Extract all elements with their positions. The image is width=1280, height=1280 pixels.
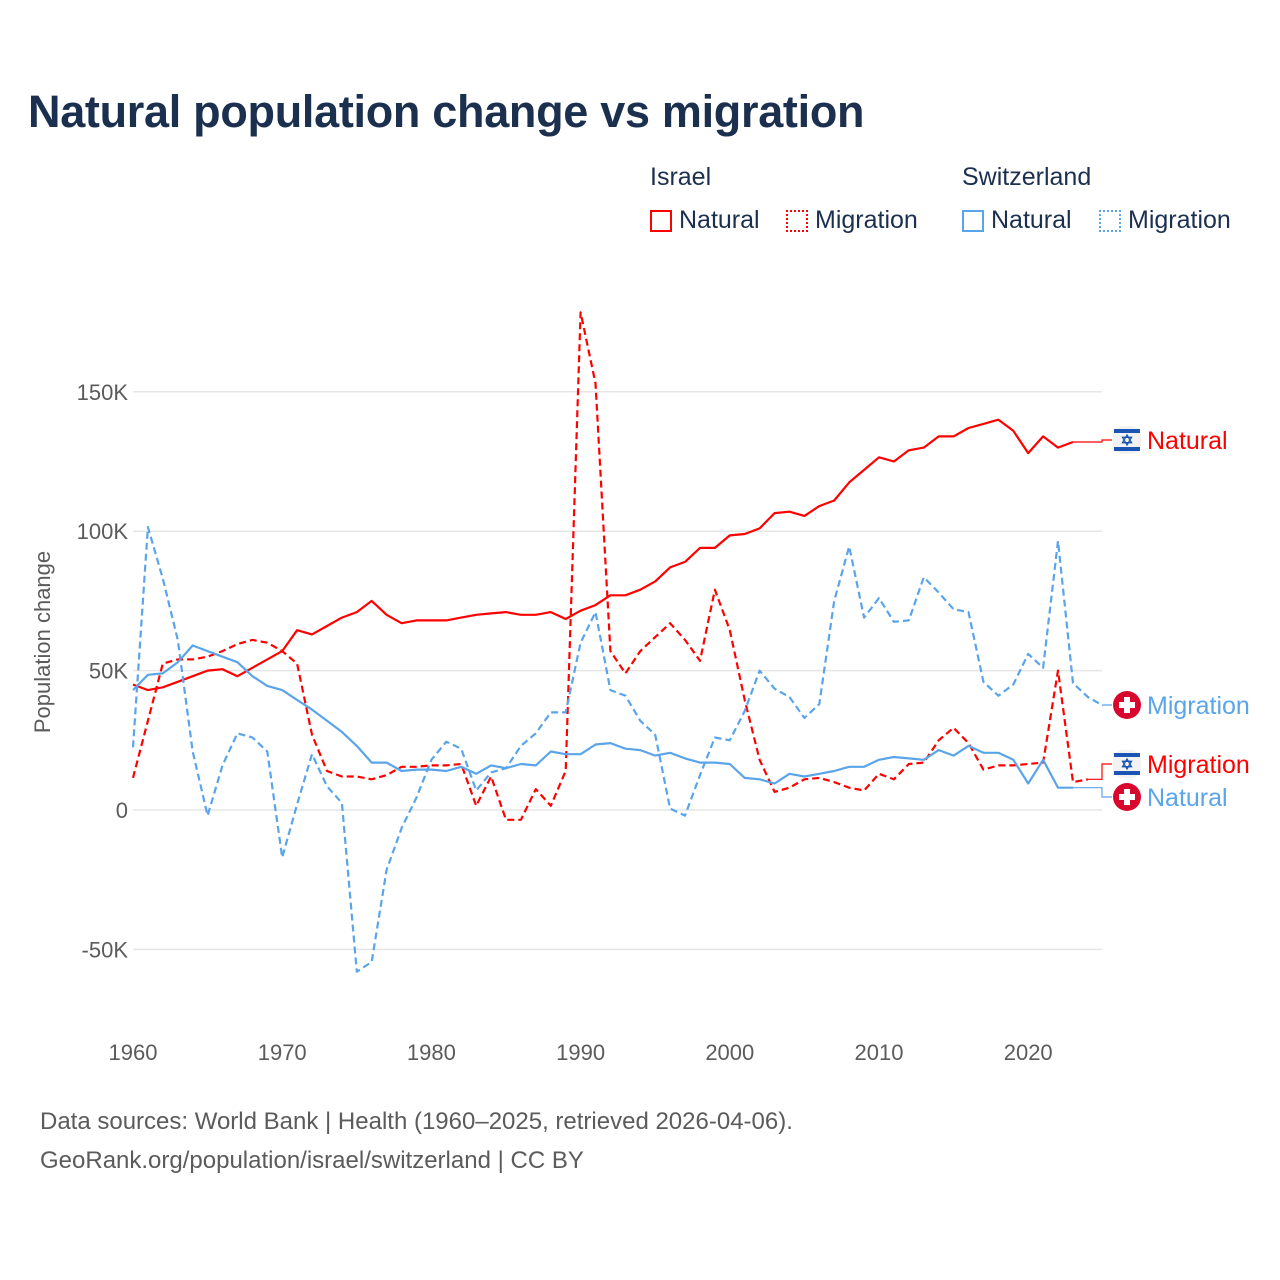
legend-label: Migration xyxy=(815,206,918,234)
legend-swatch-solid xyxy=(962,209,984,232)
label-connector xyxy=(1087,763,1112,780)
end-label-israel-migration: Migration xyxy=(1147,751,1250,779)
y-tick-label: 100K xyxy=(77,519,129,544)
series-line[interactable] xyxy=(132,644,1073,789)
end-label-switzerland-migration: Migration xyxy=(1147,692,1250,720)
y-tick-label: -50K xyxy=(82,937,129,962)
legend-group-israel: Israel xyxy=(650,163,712,191)
series-line[interactable] xyxy=(131,311,1089,821)
x-tick-label: 1970 xyxy=(258,1040,307,1065)
x-tick-label: 2010 xyxy=(855,1040,904,1065)
y-axis-label: Population change xyxy=(30,551,55,733)
label-connector xyxy=(1072,787,1112,798)
legend-item-switzerland-natural[interactable]: Natural xyxy=(962,206,1072,235)
legend-group-switzerland: Switzerland xyxy=(962,163,1092,191)
footer-link[interactable]: GeoRank.org/population/israel/switzerlan… xyxy=(40,1147,584,1174)
x-tick-label: 2000 xyxy=(705,1040,754,1065)
chart-title: Natural population change vs migration xyxy=(28,86,865,137)
legend-swatch-solid xyxy=(650,209,672,232)
series-israel-migration xyxy=(131,311,1089,821)
series-switzerland-natural xyxy=(132,644,1073,789)
label-connector xyxy=(1072,439,1112,443)
switzerland-flag-icon xyxy=(1113,691,1141,719)
legend-label: Natural xyxy=(679,206,760,234)
legend-swatch-dotted xyxy=(786,209,808,232)
end-label-israel-natural: Natural xyxy=(1147,427,1228,455)
legend-item-switzerland-migration[interactable]: Migration xyxy=(1099,206,1231,235)
series-israel-natural xyxy=(132,418,1074,692)
legend-label: Natural xyxy=(991,206,1072,234)
y-tick-label: 0 xyxy=(116,798,128,823)
y-tick-label: 150K xyxy=(77,380,129,405)
x-tick-label: 1960 xyxy=(109,1040,158,1065)
legend-item-israel-migration[interactable]: Migration xyxy=(786,206,918,235)
x-tick-label: 1980 xyxy=(407,1040,456,1065)
y-tick-label: 50K xyxy=(89,659,128,684)
legend-swatch-dotted xyxy=(1099,209,1121,232)
series-switzerland-migration xyxy=(131,525,1104,973)
footer-sources: Data sources: World Bank | Health (1960–… xyxy=(40,1108,793,1135)
x-tick-label: 1990 xyxy=(556,1040,605,1065)
legend-label: Migration xyxy=(1128,206,1231,234)
series-line[interactable] xyxy=(131,525,1104,973)
series-line[interactable] xyxy=(132,418,1074,692)
israel-flag-icon xyxy=(1113,750,1141,778)
end-label-switzerland-natural: Natural xyxy=(1147,784,1228,812)
x-tick-label: 2020 xyxy=(1004,1040,1053,1065)
switzerland-flag-icon xyxy=(1113,783,1141,811)
israel-flag-icon xyxy=(1113,426,1141,454)
legend-item-israel-natural[interactable]: Natural xyxy=(650,206,760,235)
